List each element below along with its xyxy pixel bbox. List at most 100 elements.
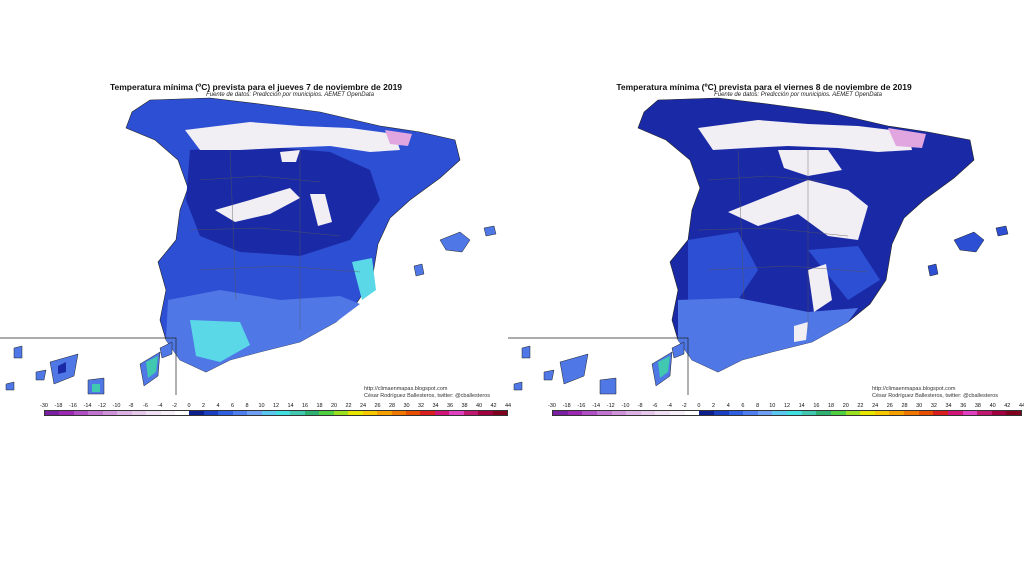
colorbar-swatch bbox=[640, 411, 656, 415]
frost-central bbox=[215, 188, 300, 222]
legend-tick-label: 4 bbox=[216, 403, 220, 409]
legend-tick-label: -30 bbox=[40, 403, 48, 409]
colorbar-swatch bbox=[874, 411, 890, 415]
map-panel-left: Temperatura mínima (ºC) prevista para el… bbox=[0, 0, 512, 420]
legend-tick-label: -2 bbox=[681, 403, 687, 409]
colorbar-swatch bbox=[146, 411, 161, 415]
legend-tick-label: -30 bbox=[548, 403, 556, 409]
mild-areas bbox=[688, 232, 880, 300]
colorbar-swatch bbox=[772, 411, 787, 415]
legend-tick-label: 26 bbox=[886, 403, 893, 409]
colorbar-swatch bbox=[904, 411, 919, 415]
colorbar-swatch bbox=[918, 411, 934, 415]
legend-tick-label: 20 bbox=[842, 403, 849, 409]
frost-southeast bbox=[794, 264, 832, 342]
colorbar-swatch bbox=[1006, 411, 1021, 415]
teide-cold-spot bbox=[58, 362, 66, 374]
legend-tick-label: -8 bbox=[128, 403, 134, 409]
colorbar-swatch bbox=[174, 411, 190, 415]
legend-tick-label: 4 bbox=[726, 403, 730, 409]
colorbar-swatch bbox=[492, 411, 507, 415]
legend-tick-label: 12 bbox=[783, 403, 791, 409]
legend-tick-label: 36 bbox=[446, 403, 454, 409]
canary-islands bbox=[5, 341, 173, 395]
province-borders bbox=[189, 149, 361, 330]
colorbar-swatch bbox=[203, 411, 219, 415]
temperature-colorbar bbox=[44, 410, 508, 416]
legend-tick-label: 18 bbox=[316, 403, 323, 409]
colorbar-swatch bbox=[276, 411, 291, 415]
map-title: Temperatura mínima (ºC) prevista para el… bbox=[109, 82, 403, 92]
colorbar-swatch bbox=[684, 411, 700, 415]
colorbar-swatch bbox=[596, 411, 612, 415]
legend-tick-label: 32 bbox=[417, 403, 425, 409]
canary-islands bbox=[513, 341, 685, 395]
colorbar-swatch bbox=[553, 411, 568, 415]
legend-tick-label: 22 bbox=[345, 403, 352, 409]
legend-tick-label: 16 bbox=[301, 403, 309, 409]
colorbar-swatch bbox=[787, 411, 802, 415]
frost-central bbox=[728, 180, 868, 240]
credits: http://climaenmapas.blogspot.com César R… bbox=[364, 386, 490, 400]
frost-north-plateau bbox=[778, 150, 842, 176]
colorbar-swatch bbox=[889, 411, 904, 415]
credit-author: César Rodríguez Ballesteros, twitter: @c… bbox=[364, 393, 491, 399]
colorbar-swatch bbox=[102, 411, 118, 415]
legend-tick-label: 26 bbox=[374, 403, 381, 409]
legend-tick-label: 6 bbox=[741, 403, 745, 409]
legend-tick-label: 2 bbox=[712, 403, 716, 409]
colorbar-swatch bbox=[728, 411, 744, 415]
temperature-map bbox=[508, 97, 1009, 395]
legend-tick-label: 38 bbox=[974, 403, 981, 409]
legend-tick-label: 8 bbox=[245, 403, 249, 409]
colorbar-swatch bbox=[478, 411, 493, 415]
legend-tick-label: -10 bbox=[621, 403, 630, 409]
colorbar-swatch bbox=[655, 411, 670, 415]
legend-tick-label: -2 bbox=[172, 403, 177, 409]
colorbar-swatch bbox=[117, 411, 132, 415]
map-subtitle: Fuente de datos: Predicción por municipi… bbox=[206, 92, 374, 98]
colorbar-swatch bbox=[962, 411, 978, 415]
legend-tick-label: -18 bbox=[562, 403, 571, 409]
legend-tick-label: 24 bbox=[872, 403, 879, 409]
legend-tick-label: 34 bbox=[945, 403, 952, 409]
legend-tick-label: -14 bbox=[592, 403, 601, 409]
colorbar-swatch bbox=[160, 411, 175, 415]
legend-tick-label: 0 bbox=[187, 403, 191, 409]
legend-tick-label: -8 bbox=[637, 403, 643, 409]
map-title: Temperatura mínima (ºC) prevista para el… bbox=[616, 82, 912, 92]
legend-tick-label: 30 bbox=[403, 403, 410, 409]
legend-tick-label: -14 bbox=[83, 403, 92, 409]
map-subtitle: Fuente de datos: Predicción por municipi… bbox=[714, 92, 882, 98]
legend-tick-label: 40 bbox=[989, 403, 996, 409]
colorbar-swatch bbox=[743, 411, 758, 415]
balearic-islands bbox=[413, 225, 497, 277]
legend-tick-label: 40 bbox=[475, 403, 483, 409]
legend-tick-label: 2 bbox=[201, 403, 206, 409]
legend-tick-label: 8 bbox=[756, 403, 760, 409]
legend-tick-label: 34 bbox=[432, 403, 439, 409]
legend-tick-label: 42 bbox=[1004, 403, 1011, 409]
colorbar-swatch bbox=[801, 411, 817, 415]
legend-tick-label: 32 bbox=[930, 403, 937, 409]
legend-tick-label: 0 bbox=[697, 403, 701, 409]
legend-tick-label: -6 bbox=[143, 403, 148, 409]
mild-south bbox=[678, 298, 858, 372]
legend-tick-label: 12 bbox=[272, 403, 280, 409]
colorbar-swatch bbox=[218, 411, 233, 415]
legend-tick-label: 10 bbox=[258, 403, 265, 409]
colorbar-swatch bbox=[247, 411, 262, 415]
legend-tick-label: -12 bbox=[606, 403, 615, 409]
colorbar-swatch bbox=[232, 411, 248, 415]
colorbar-swatch bbox=[45, 411, 60, 415]
colorbar-swatch bbox=[73, 411, 89, 415]
frost-cantabrian bbox=[185, 122, 400, 152]
legend-tick-label: 6 bbox=[230, 403, 235, 409]
colorbar-swatch bbox=[816, 411, 831, 415]
colorbar-swatch bbox=[860, 411, 875, 415]
colorbar-swatch bbox=[131, 411, 147, 415]
legend-tick-label: -18 bbox=[54, 403, 63, 409]
legend-tick-label: 10 bbox=[769, 403, 776, 409]
cyan-southwest bbox=[190, 320, 250, 362]
map-panel-right: Temperatura mínima (ºC) prevista para el… bbox=[508, 0, 1024, 420]
